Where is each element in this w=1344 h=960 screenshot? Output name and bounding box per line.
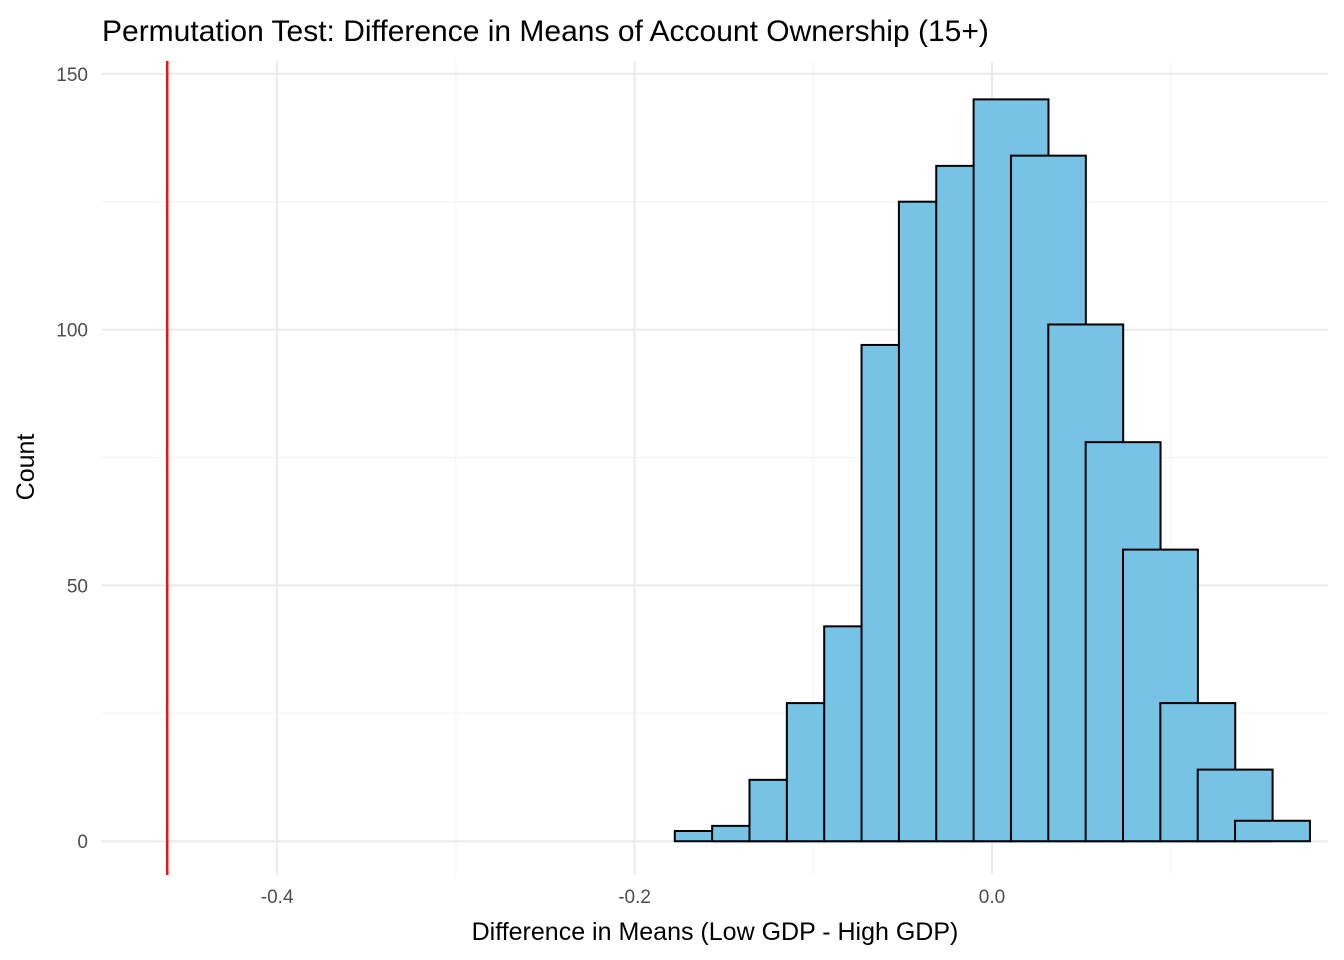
x-tick-label: -0.4 [261, 887, 294, 908]
x-tick-label: 0.0 [979, 887, 1005, 908]
histogram-bars [673, 98, 1311, 843]
y-axis-title: Count [12, 434, 40, 501]
x-tick-label: -0.2 [618, 887, 651, 908]
y-tick-label: 150 [56, 65, 88, 86]
chart-title: Permutation Test: Difference in Means of… [102, 15, 989, 48]
histogram-bar [1234, 819, 1311, 843]
y-axis-tick-labels: 0 50 100 150 [56, 65, 88, 853]
x-axis-title: Difference in Means (Low GDP - High GDP) [472, 918, 959, 946]
x-axis-tick-labels: -0.4 -0.2 0.0 [261, 887, 1005, 908]
y-tick-label: 50 [67, 576, 88, 597]
y-tick-label: 100 [56, 321, 88, 342]
y-tick-label: 0 [77, 832, 88, 853]
